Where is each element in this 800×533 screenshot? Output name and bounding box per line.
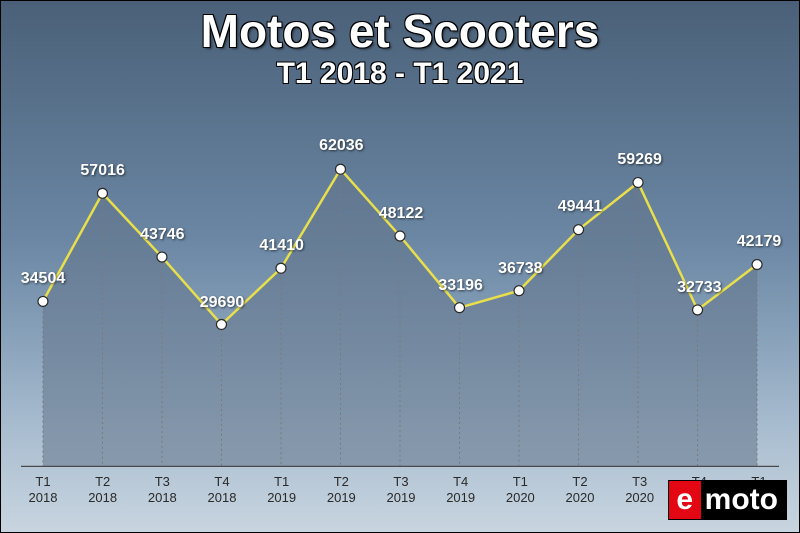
logo-e-letter: e — [669, 481, 701, 519]
header: Motos et Scooters T1 2018 - T1 2021 — [1, 7, 799, 91]
chart-subtitle: T1 2018 - T1 2021 — [1, 57, 799, 91]
x-axis-label: T4 2019 — [446, 474, 475, 505]
x-axis-labels: T1 2018 T2 2018 T3 2018 T4 2018 T1 2019 T2 20… — [21, 474, 779, 524]
data-marker — [693, 305, 703, 315]
data-marker — [216, 320, 226, 330]
x-axis-label: T3 2020 — [625, 474, 654, 505]
line-chart-svg — [21, 131, 779, 467]
chart-plot-area — [21, 131, 779, 467]
chart-title: Motos et Scooters — [1, 7, 799, 55]
data-marker — [395, 231, 405, 241]
data-marker — [336, 164, 346, 174]
x-axis-label: T2 2019 — [327, 474, 356, 505]
data-marker — [574, 225, 584, 235]
area-fill — [43, 169, 757, 467]
data-marker — [276, 263, 286, 273]
data-marker — [752, 260, 762, 270]
data-marker — [633, 178, 643, 188]
x-axis-label: T1 2020 — [506, 474, 535, 505]
logo-moto-text: moto — [701, 481, 786, 519]
data-marker — [97, 188, 107, 198]
data-marker — [157, 252, 167, 262]
x-axis-label: T1 2018 — [29, 474, 58, 505]
data-marker — [38, 296, 48, 306]
x-axis-label: T4 2018 — [208, 474, 237, 505]
x-axis-label: T1 2019 — [267, 474, 296, 505]
x-axis-label: T3 2018 — [148, 474, 177, 505]
x-axis-label: T3 2019 — [387, 474, 416, 505]
data-marker — [455, 303, 465, 313]
emoto-logo: e moto — [668, 480, 787, 520]
x-axis-label: T2 2020 — [566, 474, 595, 505]
x-axis-label: T2 2018 — [88, 474, 117, 505]
data-marker — [514, 286, 524, 296]
